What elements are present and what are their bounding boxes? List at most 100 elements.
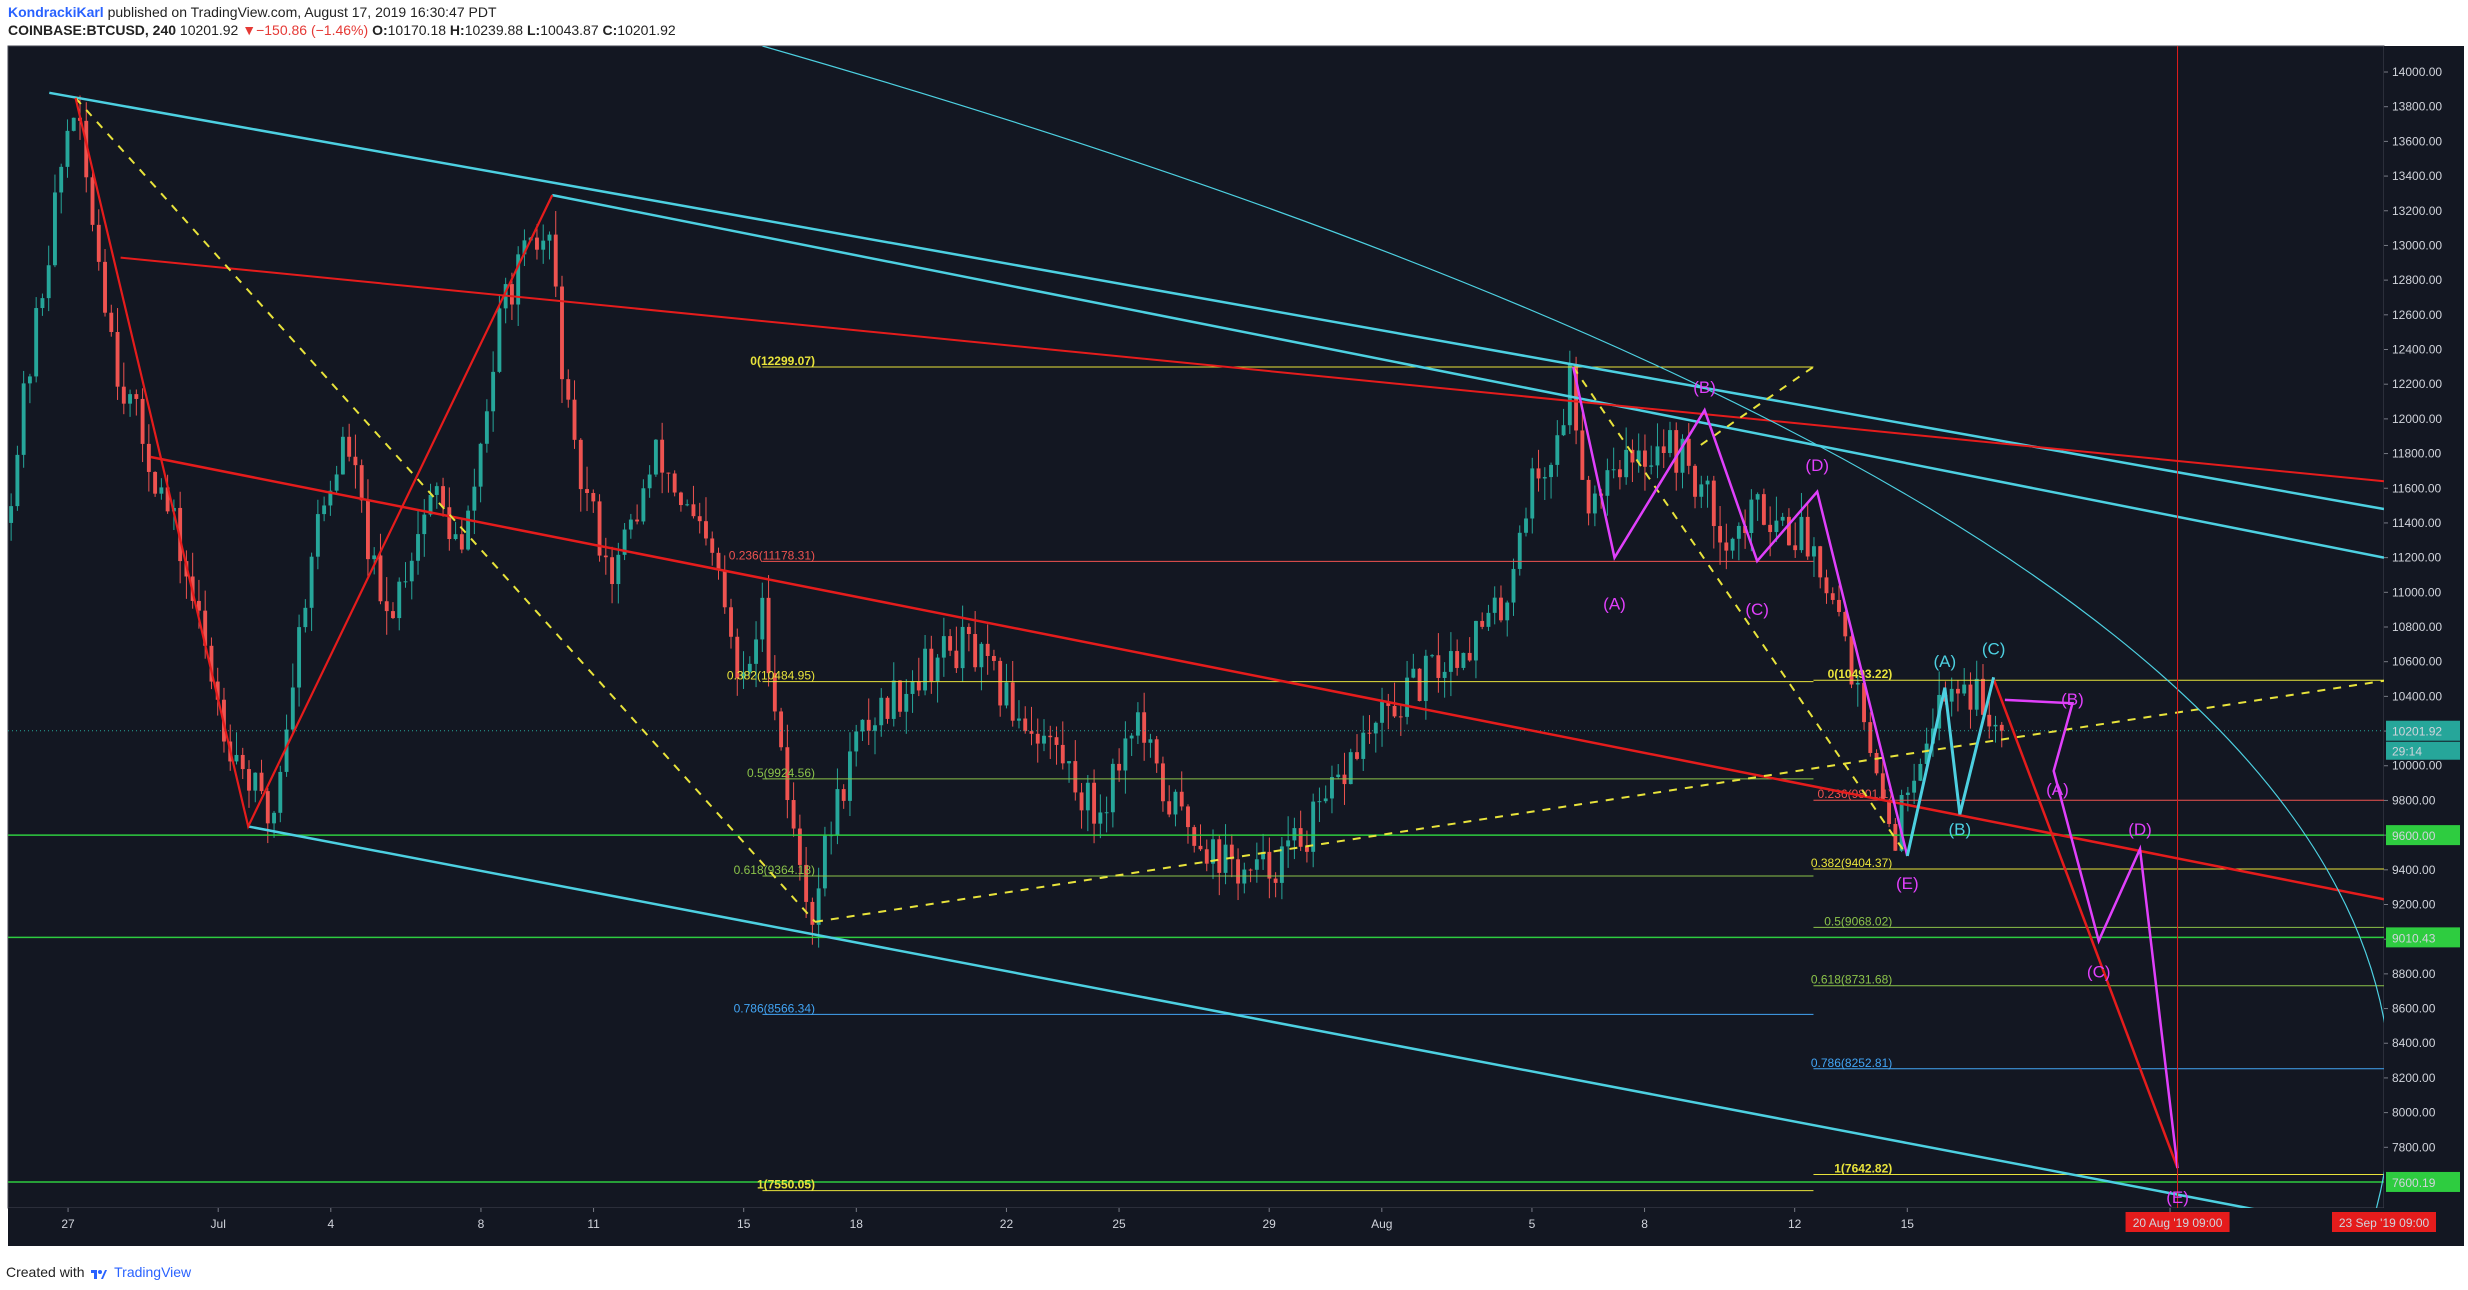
candle-body [265, 791, 270, 824]
candle-body [1204, 849, 1209, 864]
candle-body [334, 474, 339, 491]
trend-line [1572, 366, 1909, 857]
candle-body [1373, 722, 1378, 734]
time-tick-label: 8 [478, 1217, 485, 1231]
candle-body [1286, 840, 1291, 847]
candle-body [1161, 763, 1165, 802]
candle-body [923, 648, 928, 691]
time-tick-label: 12 [1788, 1217, 1802, 1231]
candle-body [1254, 859, 1259, 870]
tradingview-brand-link[interactable]: TradingView [114, 1264, 192, 1280]
candle-body [1661, 446, 1666, 454]
trend-line [1992, 678, 2179, 1169]
fib-level-label: 1(7642.82) [1834, 1162, 1892, 1176]
candle-body [1117, 763, 1122, 771]
candle-body [1330, 776, 1334, 799]
time-tick-label: 18 [850, 1217, 864, 1231]
tradingview-logo-icon [91, 1270, 108, 1280]
candle-body [1843, 611, 1848, 637]
trend-line [120, 256, 2384, 483]
candle-body [678, 492, 683, 506]
chart-footer: Created with TradingView [0, 1254, 2468, 1290]
candle-body [1699, 484, 1704, 497]
candle-body [1899, 794, 1904, 851]
candle-body [766, 597, 771, 674]
candle-body [1592, 493, 1597, 514]
candle-body [9, 506, 14, 523]
candle-body [1818, 546, 1823, 578]
wave-label-magenta: (E) [2166, 1188, 2189, 1207]
wave-label-cyan: (B) [1949, 820, 1972, 839]
candle-body [459, 534, 464, 550]
candle-body [27, 376, 32, 384]
candle-body [1905, 792, 1910, 795]
candle-body [835, 789, 840, 836]
candle-body [879, 697, 884, 726]
trend-line [2004, 698, 2179, 1169]
candle-body [1824, 577, 1829, 594]
candle-body [315, 514, 320, 557]
publish-date: published on TradingView.com, August 17,… [107, 4, 497, 20]
time-tick-label: 8 [1641, 1217, 1648, 1231]
price-tick-label: 9800.00 [2392, 793, 2436, 807]
candle-body [904, 693, 909, 712]
candle-body [53, 192, 57, 266]
candle-body [1261, 851, 1266, 860]
candle-body [1805, 516, 1810, 557]
time-axis [8, 1208, 2464, 1246]
fib-level-label: 0(10493.22) [1828, 667, 1893, 681]
candle-body [1067, 761, 1071, 764]
candle-body [59, 166, 64, 193]
candle-body [90, 177, 95, 225]
candle-body [121, 386, 126, 404]
candle-body [1486, 612, 1491, 627]
price-chart[interactable]: 0(12299.07) 0.236(11178.31) 0.382(10484.95… [0, 42, 2468, 1254]
candle-body [1761, 494, 1766, 525]
candle-body [948, 636, 953, 651]
candle-body [710, 538, 715, 553]
candle-body [1054, 737, 1059, 745]
candle-body [290, 687, 295, 730]
candle-body [910, 681, 915, 694]
price-tick-label: 8800.00 [2392, 967, 2436, 981]
last-price-tag: 10201.92 [2392, 725, 2442, 739]
trend-line [247, 825, 2255, 1208]
candle-body [115, 331, 120, 387]
candle-body [65, 130, 70, 167]
trend-line [552, 193, 2384, 559]
low-value: 10043.87 [540, 22, 599, 38]
candle-body [1893, 823, 1898, 851]
candle-body [1436, 655, 1441, 678]
candle-body [722, 569, 727, 608]
candle-body [1862, 682, 1866, 723]
price-tick-label: 12600.00 [2392, 308, 2442, 322]
candle-body [453, 534, 458, 540]
candle-body [754, 639, 758, 664]
candle-body [1812, 546, 1816, 557]
candle-body [1223, 844, 1228, 873]
candle-body [1023, 718, 1028, 732]
fib-level-label: 0.5(9068.02) [1824, 914, 1892, 928]
candle-body [134, 394, 139, 399]
fib-level-label: 0.382(9404.37) [1811, 856, 1892, 870]
publish-info: KondrackiKarl published on TradingView.c… [8, 4, 497, 20]
candle-body [1605, 470, 1610, 496]
candle-body [1198, 845, 1203, 850]
price-tick-label: 11600.00 [2392, 481, 2441, 495]
candle-body [591, 492, 596, 502]
candle-body [1674, 430, 1679, 473]
candle-body [1912, 780, 1917, 793]
candle-body [891, 680, 896, 719]
candle-body [1830, 593, 1835, 600]
candle-body [622, 529, 627, 555]
candle-body [804, 864, 809, 902]
high-label: H: [449, 22, 465, 38]
candle-body [1887, 800, 1892, 824]
candle-body [366, 500, 370, 560]
candle-body [1580, 430, 1585, 480]
candle-body [472, 486, 477, 511]
candle-body [1123, 738, 1128, 771]
candle-body [196, 600, 201, 611]
author-name[interactable]: KondrackiKarl [8, 4, 104, 20]
wave-label-magenta: (A) [1603, 595, 1626, 614]
